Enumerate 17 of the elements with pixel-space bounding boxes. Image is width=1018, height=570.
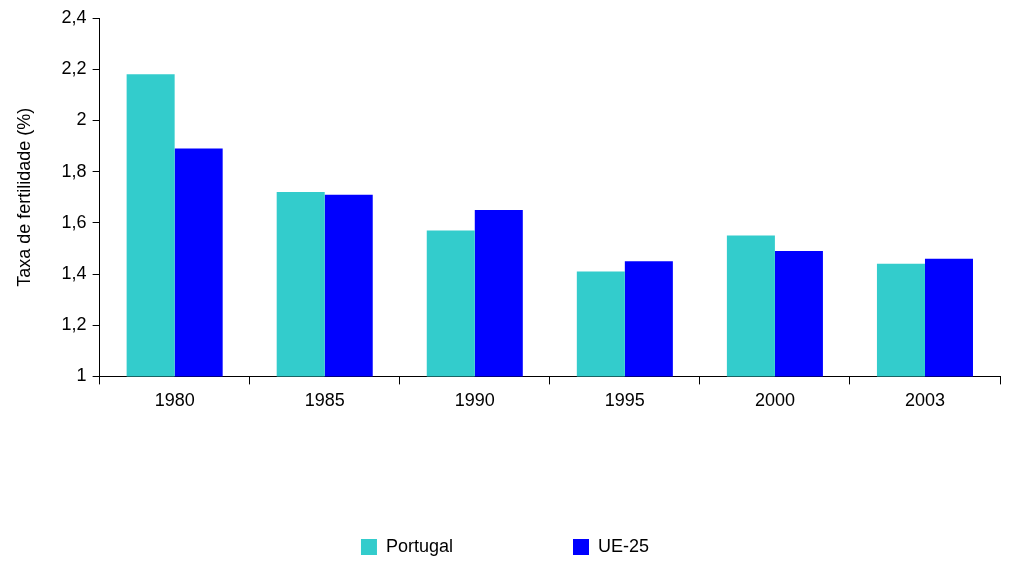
y-tick-label: 2,2 <box>61 58 87 79</box>
y-axis-title: Taxa de fertilidade (%) <box>13 107 34 287</box>
x-tick-label: 1985 <box>304 390 345 411</box>
x-tick-label: 1980 <box>154 390 195 411</box>
legend-label: UE-25 <box>598 535 650 556</box>
x-tick-label: 1990 <box>454 390 495 411</box>
y-tick-label: 1,4 <box>61 262 87 283</box>
legend-label: Portugal <box>385 535 454 556</box>
x-tick-label: 1995 <box>604 390 645 411</box>
x-tick-label: 2003 <box>904 390 945 411</box>
y-tick-label: 1,2 <box>61 314 87 335</box>
x-tick-label: 2000 <box>754 390 795 411</box>
y-tick-label: 2,4 <box>61 6 87 27</box>
y-tick-label: 1 <box>76 365 87 386</box>
y-tick-label: 1,8 <box>61 160 87 181</box>
y-tick-label: 1,6 <box>61 211 87 232</box>
y-tick-label: 2 <box>76 109 87 130</box>
